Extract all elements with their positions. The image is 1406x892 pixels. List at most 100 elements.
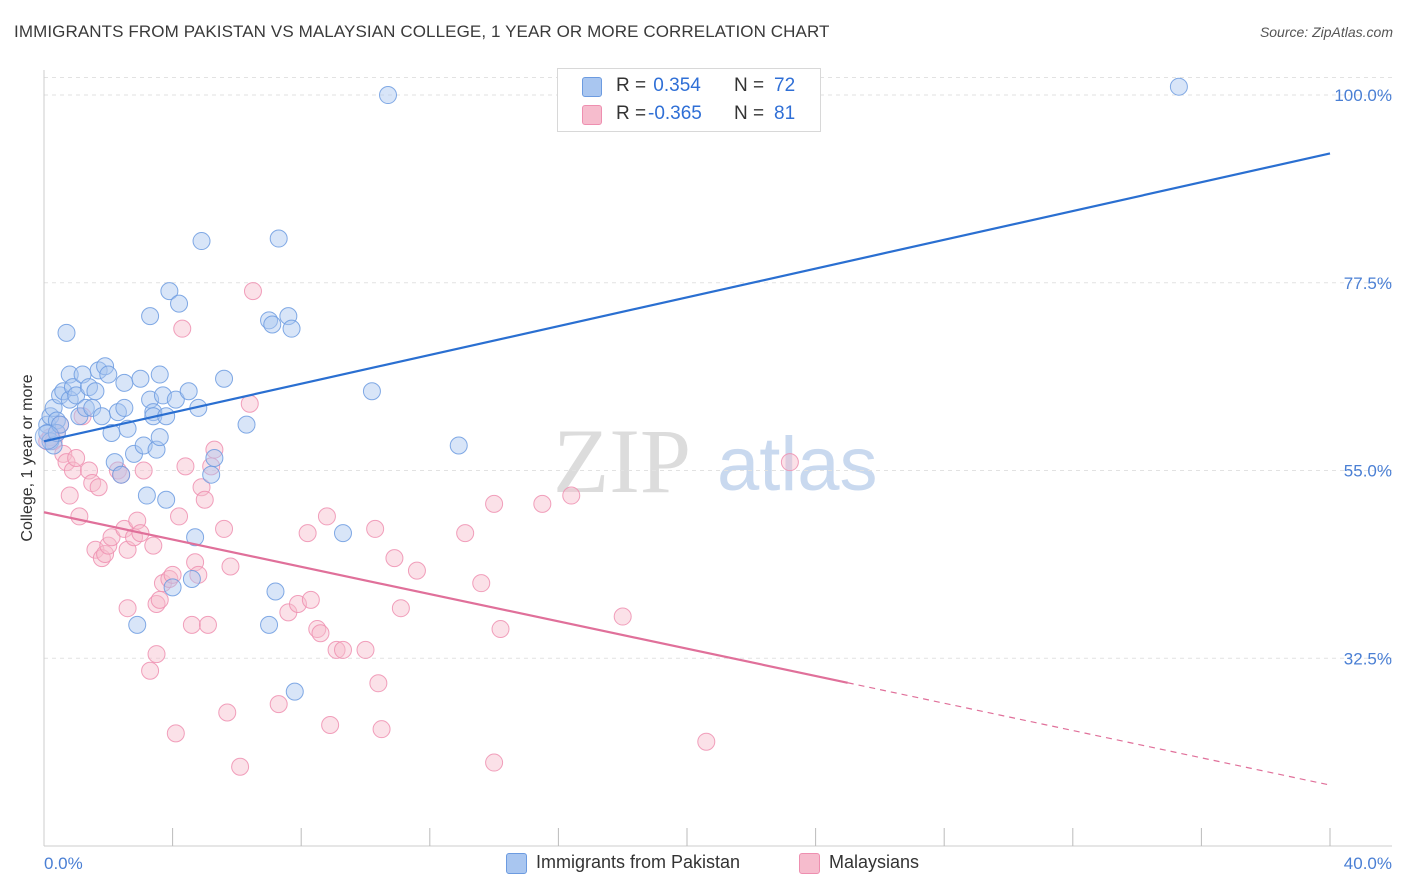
legend-r-value: -0.365 [648, 103, 702, 124]
axes [43, 70, 1392, 847]
point-pakistan [67, 386, 86, 405]
point-malaysian [240, 394, 259, 413]
point-malaysian [491, 620, 510, 639]
correlation-legend: R = 0.354 N = 72 R = -0.365 N = 81 [557, 68, 821, 132]
chart-title: IMMIGRANTS FROM PAKISTAN VS MALAYSIAN CO… [14, 22, 830, 41]
point-malaysian [485, 753, 504, 772]
point-malaysian [327, 640, 346, 659]
point-malaysian [173, 319, 192, 338]
point-pakistan [333, 524, 352, 543]
series-pakistan [34, 77, 1188, 701]
point-pakistan [157, 490, 176, 509]
point-malaysian [198, 615, 217, 634]
watermark-zip: ZIP [553, 410, 691, 512]
point-pakistan [137, 486, 156, 505]
point-malaysian [533, 494, 552, 513]
point-pakistan [186, 528, 205, 547]
point-malaysian [134, 461, 153, 480]
point-malaysian [366, 519, 385, 538]
point-pakistan [263, 315, 282, 334]
x-ticks: 0.0% 40.0% [44, 828, 1392, 873]
point-pakistan [150, 365, 169, 384]
point-pakistan [179, 382, 198, 401]
legend-swatch-blue [506, 853, 527, 874]
point-malaysian [311, 624, 330, 643]
point-pakistan [266, 582, 285, 601]
legend-swatch-pink [582, 105, 602, 125]
trend-line-pakistan [43, 152, 1331, 443]
point-pakistan [215, 369, 234, 388]
point-malaysian [369, 674, 388, 693]
point-malaysian [697, 732, 716, 751]
point-malaysian [141, 661, 160, 680]
y-tick-label: 55.0% [1344, 462, 1392, 481]
legend-n-label: N = [734, 75, 765, 96]
legend-label-pakistan: Immigrants from Pakistan [536, 852, 741, 872]
point-malaysian [70, 507, 89, 526]
point-pakistan [202, 465, 221, 484]
point-malaysian [170, 507, 189, 526]
point-pakistan [141, 307, 160, 326]
point-malaysian [89, 478, 108, 497]
point-malaysian [780, 453, 799, 472]
point-pakistan [192, 232, 211, 251]
point-malaysian [243, 282, 262, 301]
point-malaysian [147, 645, 166, 664]
point-pakistan [86, 382, 105, 401]
y-ticks: 32.5% 55.0% 77.5% 100.0% [1334, 86, 1392, 668]
point-malaysian [144, 536, 163, 555]
point-malaysian [166, 724, 185, 743]
legend-swatch-pink [799, 853, 820, 874]
point-malaysian [218, 703, 237, 722]
point-malaysian [102, 528, 121, 547]
point-malaysian [60, 486, 79, 505]
legend-n-value: 72 [774, 75, 796, 96]
point-pakistan [1169, 77, 1188, 96]
point-malaysian [472, 574, 491, 593]
point-pakistan [282, 319, 301, 338]
point-malaysian [485, 494, 504, 513]
point-malaysian [150, 590, 169, 609]
trend-line-malaysians-extension [847, 682, 1331, 786]
y-tick-label: 77.5% [1344, 274, 1392, 293]
point-malaysian [221, 557, 240, 576]
point-pakistan [237, 415, 256, 434]
x-tick-label: 0.0% [44, 854, 83, 873]
point-malaysian [321, 716, 340, 735]
point-malaysian [613, 607, 632, 626]
point-pakistan [182, 569, 201, 588]
trend-lines [43, 152, 1331, 786]
source-credit: Source: ZipAtlas.com [1259, 24, 1393, 40]
point-pakistan [150, 428, 169, 447]
point-pakistan [34, 424, 60, 450]
legend-r-value: 0.354 [648, 75, 701, 96]
point-malaysian [176, 457, 195, 476]
point-malaysian [182, 615, 201, 634]
point-pakistan [170, 294, 189, 313]
point-malaysian [356, 640, 375, 659]
point-malaysian [298, 524, 317, 543]
gridlines [44, 77, 1392, 659]
point-pakistan [99, 365, 118, 384]
point-pakistan [131, 369, 150, 388]
legend-swatch-blue [582, 77, 602, 97]
point-malaysian [231, 757, 250, 776]
point-malaysian [195, 490, 214, 509]
point-pakistan [166, 390, 185, 409]
point-pakistan [163, 578, 182, 597]
point-malaysian [317, 507, 336, 526]
point-pakistan [205, 449, 224, 467]
trend-line-malaysians [43, 511, 848, 684]
legend-r-label: R = [616, 75, 647, 96]
point-malaysian [456, 524, 475, 543]
y-tick-label: 100.0% [1334, 86, 1392, 105]
point-malaysian [562, 486, 581, 505]
legend-row-malaysians: R = -0.365 N = 81 [558, 101, 820, 129]
point-pakistan [57, 323, 76, 342]
point-pakistan [92, 407, 111, 426]
point-pakistan [362, 382, 381, 401]
point-malaysian [67, 449, 86, 467]
point-pakistan [260, 615, 279, 634]
point-malaysian [163, 565, 182, 584]
